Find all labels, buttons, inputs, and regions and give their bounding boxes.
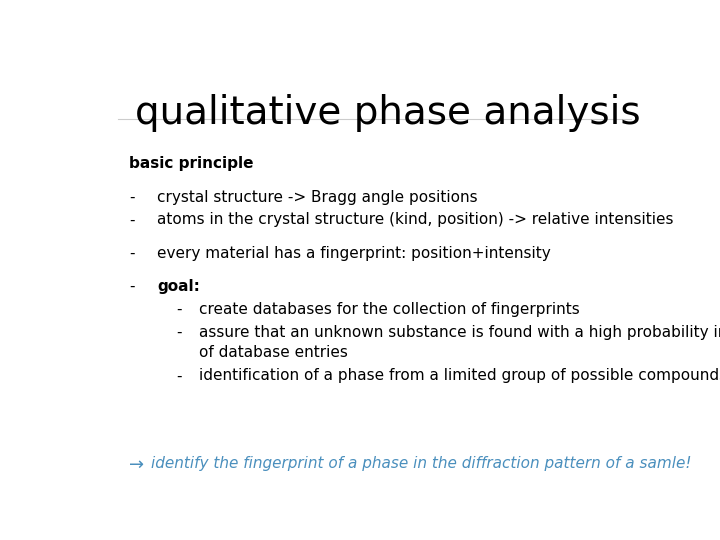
Text: -: - [176,325,182,340]
Text: identify the fingerprint of a phase in the diffraction pattern of a samle!: identify the fingerprint of a phase in t… [151,456,692,471]
Text: of database entries: of database entries [199,346,348,361]
Text: -: - [176,302,182,317]
Text: qualitative phase analysis: qualitative phase analysis [135,94,640,132]
Text: atoms in the crystal structure (kind, position) -> relative intensities: atoms in the crystal structure (kind, po… [157,212,673,227]
Text: goal:: goal: [157,279,200,294]
Text: -: - [176,368,182,383]
Text: -: - [129,190,135,205]
Text: every material has a fingerprint: position+intensity: every material has a fingerprint: positi… [157,246,551,261]
Text: assure that an unknown substance is found with a high probability in a pool: assure that an unknown substance is foun… [199,325,720,340]
Text: identification of a phase from a limited group of possible compounds: identification of a phase from a limited… [199,368,720,383]
Text: -: - [129,212,135,227]
Text: -: - [129,246,135,261]
Text: create databases for the collection of fingerprints: create databases for the collection of f… [199,302,580,317]
Text: →: → [129,456,144,474]
Text: crystal structure -> Bragg angle positions: crystal structure -> Bragg angle positio… [157,190,477,205]
Text: basic principle: basic principle [129,156,253,171]
Text: -: - [129,279,135,294]
